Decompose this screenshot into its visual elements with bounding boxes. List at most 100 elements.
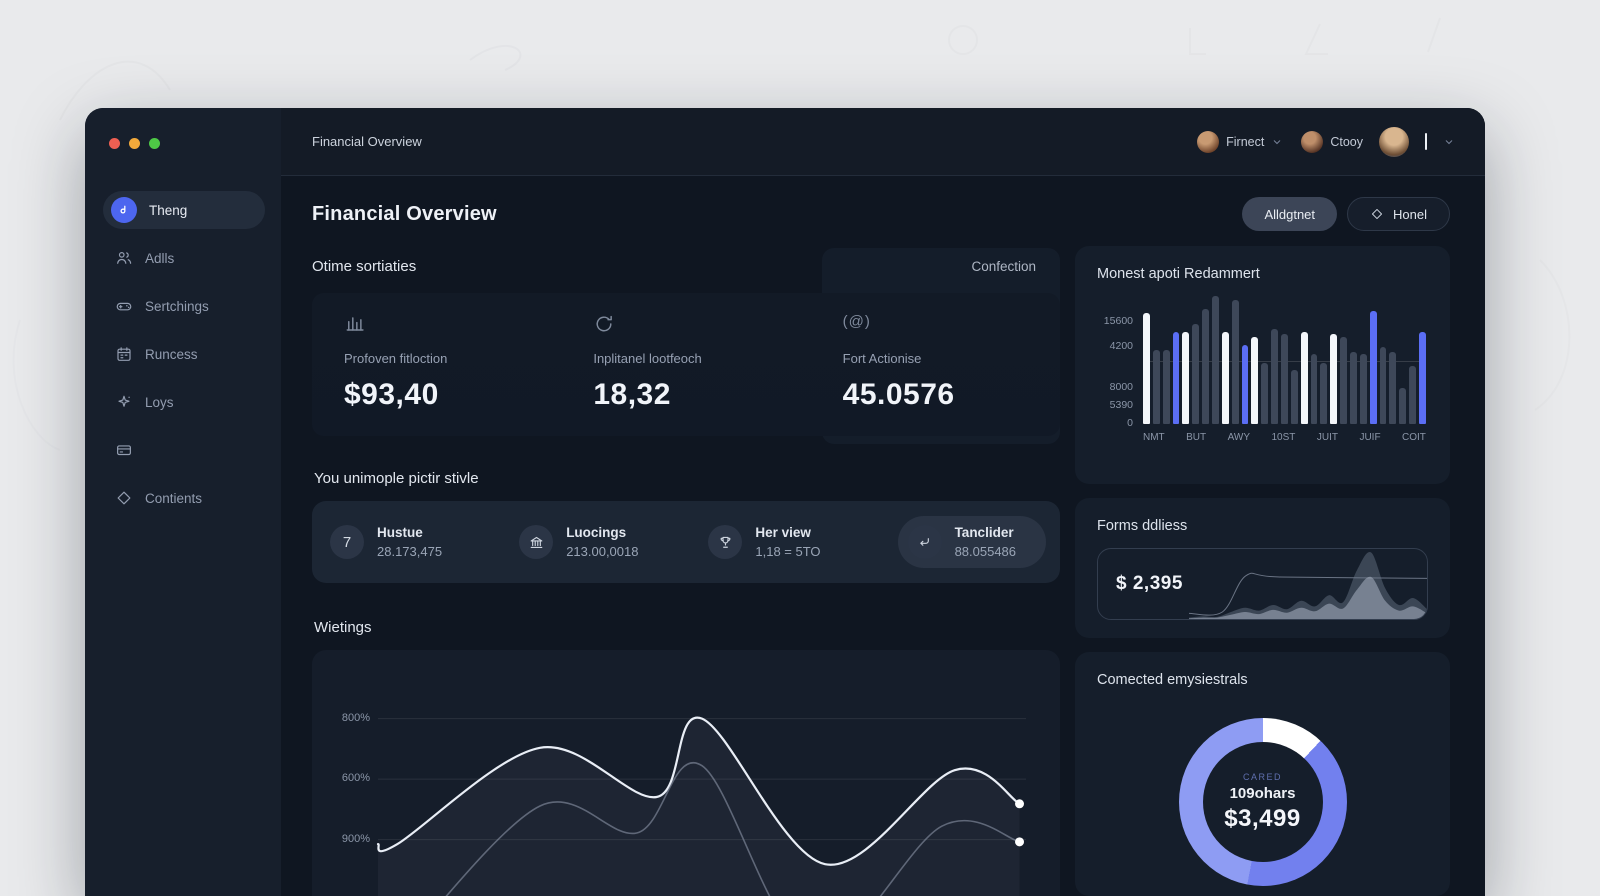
quick-stat-text: Her view 1,18 = 5TO — [755, 525, 820, 559]
sidebar-item-theng[interactable]: Theng — [103, 191, 265, 229]
stats-section: Otime sortiaties Confection Profoven fit… — [312, 248, 1060, 444]
chart-icon — [344, 313, 366, 335]
confection-link[interactable]: Confection — [971, 259, 1036, 274]
sidebar-item-adlls[interactable]: Adlls — [103, 239, 265, 277]
right-column: Monest apoti Redammert 15600 4200 8000 5390… — [1075, 246, 1450, 896]
return-icon — [916, 534, 933, 551]
donut-chart: CARED 109ohars $3,499 — [1178, 718, 1347, 886]
alldgtnet-button[interactable]: Alldgtnet — [1242, 197, 1338, 231]
at-icon: (@) — [842, 313, 871, 330]
bank-icon — [519, 525, 554, 559]
donut-value: $3,499 — [1224, 804, 1301, 832]
return-icon — [907, 525, 942, 559]
sidebar-item-runcess[interactable]: Runcess — [103, 335, 265, 373]
bar-28 — [1419, 331, 1426, 424]
badge-number: 7 — [342, 533, 352, 551]
avatar[interactable] — [1379, 126, 1409, 157]
bar-21 — [1350, 352, 1357, 424]
sidebar-item-label: Adlls — [145, 250, 175, 266]
close-window-button[interactable] — [109, 138, 120, 149]
quick-stat-hustue: 7 Hustue 28.173,475 — [330, 525, 511, 559]
donut-center: CARED 109ohars $3,499 — [1202, 742, 1323, 862]
forms-card: Forms ddliess $ 2,395 — [1075, 498, 1450, 638]
line-y-tick: 900% — [341, 832, 370, 845]
bar-chart-title: Monest apoti Redammert — [1097, 266, 1260, 282]
controller-icon — [115, 297, 133, 315]
bar-18 — [1320, 362, 1328, 424]
forms-card-title: Forms ddliess — [1097, 518, 1188, 534]
line-chart-svg — [376, 716, 1026, 896]
bar-2 — [1162, 349, 1170, 424]
quick-stat-her-view: Her view 1,18 = 5TO — [708, 525, 889, 559]
topbar-divider — [1425, 133, 1427, 150]
bar-16 — [1300, 331, 1308, 424]
alldgtnet-button-label: Alldgtnet — [1264, 206, 1316, 222]
bank-icon — [528, 534, 545, 551]
bar-y-tick: 5390 — [1109, 399, 1133, 412]
sidebar-item-card[interactable] — [103, 431, 265, 469]
sidebar-item-contients[interactable]: Contients — [103, 479, 265, 517]
page-title: Financial Overview — [312, 202, 497, 225]
quick-stats-section: You unimople pictir stivle 7 Hustue 28.173… — [312, 470, 1060, 583]
bar-y-tick: 0 — [1127, 417, 1133, 429]
diamond-icon — [1370, 207, 1384, 221]
bar-3 — [1172, 331, 1180, 424]
honel-button[interactable]: Honel — [1347, 197, 1450, 231]
donut-label: 109ohars — [1229, 784, 1296, 802]
donut-small-label: CARED — [1242, 771, 1282, 782]
quick-stat-value: 213.00,0018 — [566, 544, 639, 559]
line-chart-section: Wietings 800% 600% 900% — [312, 619, 1060, 896]
bar-chart-card: Monest apoti Redammert 15600 4200 8000 5390… — [1075, 246, 1450, 484]
bar-x-tick: JUIT — [1316, 432, 1338, 443]
bar-1 — [1152, 349, 1160, 424]
bar-19 — [1330, 334, 1338, 424]
card-icon — [115, 441, 133, 459]
bar-0 — [1143, 312, 1150, 424]
bar-4 — [1182, 331, 1190, 424]
user-chip-ctooy[interactable]: Ctooy — [1301, 130, 1363, 153]
quick-stat-value: 28.173,475 — [377, 544, 443, 559]
users-icon — [115, 249, 133, 267]
bar-x-tick: 10ST — [1271, 432, 1296, 443]
stat-card-fort-actionise: (@) Fort Actionise 45.0576 — [811, 293, 1060, 436]
bar-26 — [1399, 388, 1407, 424]
bar-9 — [1231, 299, 1239, 424]
stat-label: Profoven fitloction — [344, 351, 448, 366]
bar-x-tick: AWY — [1227, 432, 1251, 443]
bar-5 — [1192, 324, 1200, 424]
donut-card-title: Comected emysiestrals — [1097, 672, 1248, 688]
line-y-tick: 800% — [341, 711, 370, 724]
forms-value-box: $ 2,395 — [1097, 548, 1428, 620]
bar-chart: 15600 4200 8000 5390 0 NMT BUT AWY 10ST JUIT JUIF… — [1097, 296, 1428, 458]
quick-stat-value: 88.055486 — [954, 544, 1017, 559]
bar-y-tick: 4200 — [1109, 340, 1133, 353]
diamond-icon — [115, 489, 133, 507]
trophy-icon — [708, 525, 743, 559]
bar-12 — [1261, 362, 1269, 424]
bar-x-tick: BUT — [1186, 432, 1207, 443]
sidebar-item-loys[interactable]: Loys — [103, 383, 265, 421]
trophy-icon — [717, 534, 734, 551]
quick-stat-tanclider[interactable]: Tanclider 88.055486 — [897, 516, 1047, 568]
number-badge: 7 — [330, 525, 364, 559]
sidebar-item-label: Runcess — [145, 346, 198, 362]
bar-x-tick: JUIF — [1359, 432, 1381, 443]
bar-24 — [1379, 347, 1387, 424]
chevron-down-icon[interactable] — [1443, 136, 1455, 148]
bar-6 — [1202, 308, 1210, 424]
sidebar-item-sertchings[interactable]: Sertchings — [103, 287, 265, 325]
zoom-window-button[interactable] — [149, 138, 160, 149]
quick-stat-label: Hustue — [377, 525, 423, 540]
stat-label: Fort Actionise — [842, 351, 922, 366]
bar-14 — [1281, 334, 1288, 424]
user-chip-firnect[interactable]: Firnect — [1197, 130, 1283, 153]
topbar-title: Financial Overview — [312, 134, 422, 149]
sidebar-item-label: Contients — [145, 490, 203, 506]
minimize-window-button[interactable] — [129, 138, 140, 149]
stats-row: Profoven fitloction $93,40 Inplitanel loot… — [312, 293, 1060, 436]
app-logo-icon — [111, 197, 137, 223]
bar-x-tick: NMT — [1143, 432, 1165, 443]
stat-card-inplitanel-lootfeoch: Inplitanel lootfeoch 18,32 — [561, 293, 810, 436]
forms-value: $ 2,395 — [1116, 573, 1183, 594]
stat-label: Inplitanel lootfeoch — [593, 351, 702, 366]
